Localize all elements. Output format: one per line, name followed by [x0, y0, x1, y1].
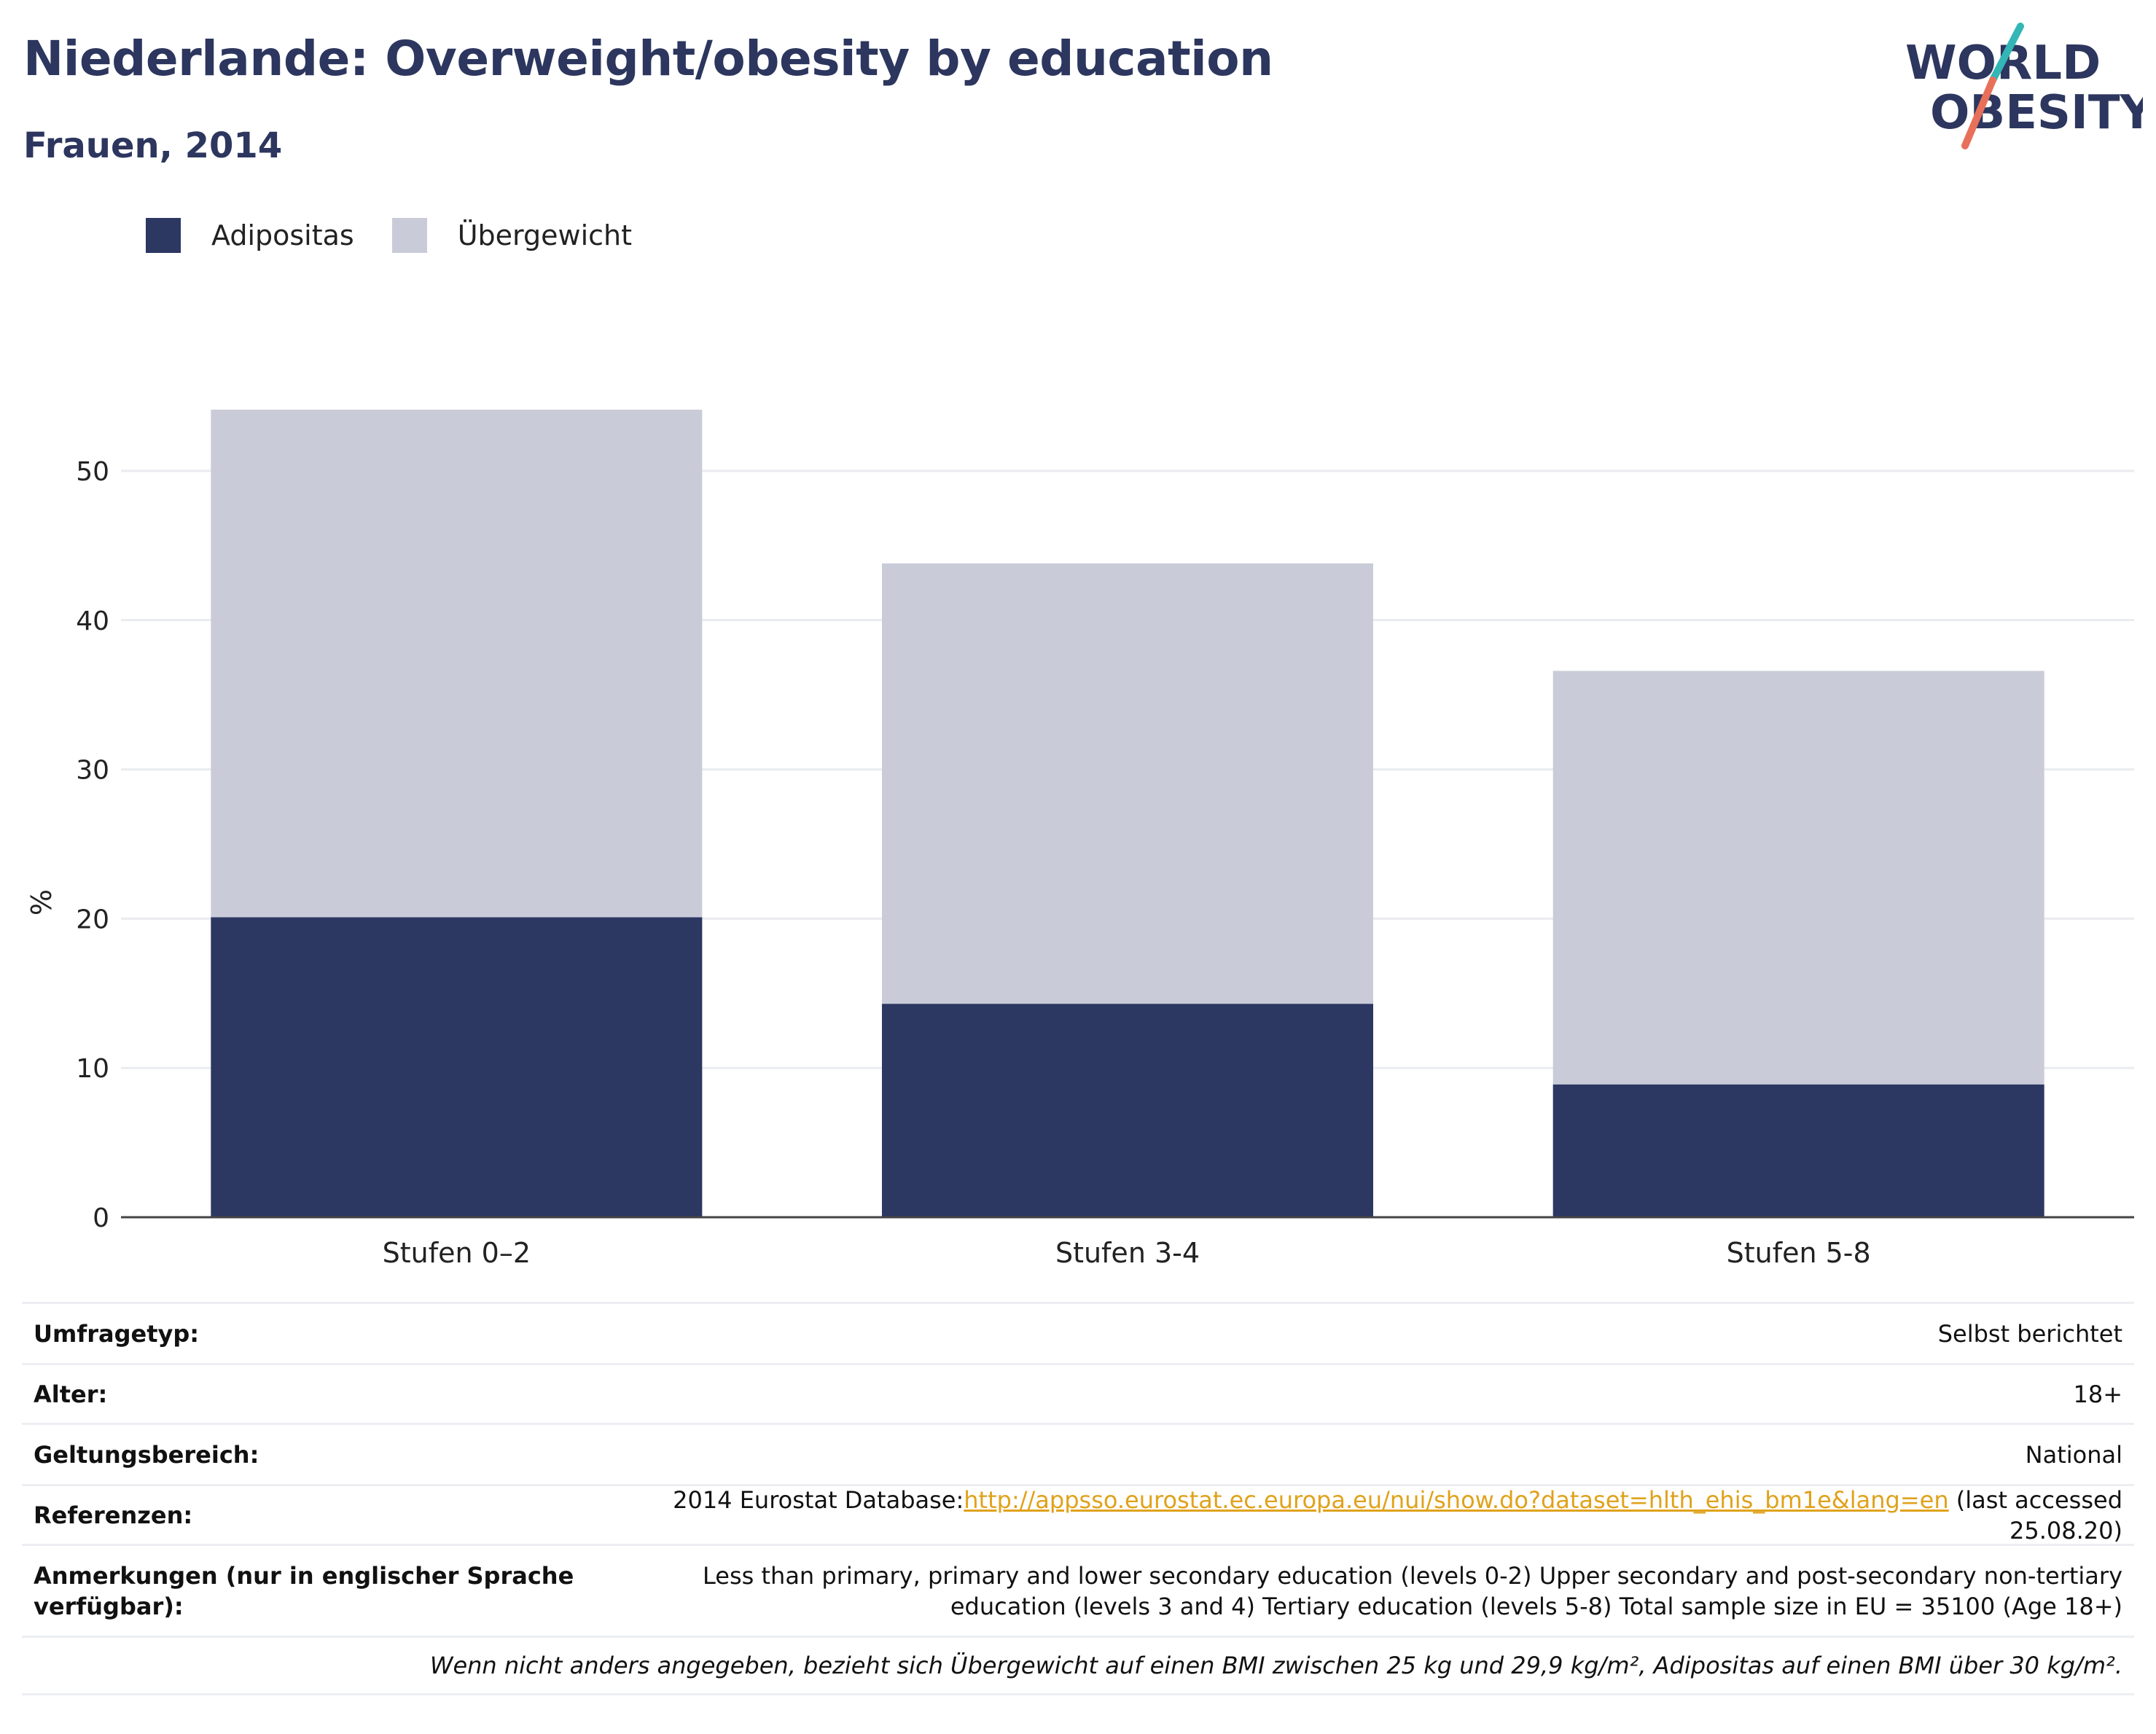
info-row-age: Alter: 18+ — [22, 1363, 2134, 1423]
y-axis-label: % — [26, 889, 58, 915]
bar-adipositas-2 — [1552, 1084, 2044, 1217]
bar-uebergewicht-0 — [211, 410, 703, 918]
references-suffix: (last accessed 25.08.20) — [1948, 1485, 2122, 1544]
y-tick-label-30: 30 — [76, 756, 109, 786]
x-tick-label-2: Stufen 5-8 — [1727, 1237, 1871, 1268]
world-obesity-logo: WORLD OBESITY — [1905, 23, 2143, 149]
info-table: Umfragetyp: Selbst berichtet Alter: 18+ … — [22, 1302, 2134, 1695]
info-value-references: 2014 Eurostat Database:http://appsso.eur… — [557, 1485, 2134, 1546]
logo-slash-teal — [1989, 23, 2024, 84]
info-row-footnote: Wenn nicht anders angegeben, bezieht sic… — [22, 1636, 2134, 1695]
info-value-survey: Selbst berichtet — [1937, 1319, 2122, 1348]
bar-adipositas-1 — [882, 1004, 1373, 1217]
info-label-age: Alter: — [34, 1380, 108, 1408]
page-subtitle: Frauen, 2014 — [23, 125, 283, 166]
y-tick-label-50: 50 — [76, 457, 109, 487]
legend-swatch-adipositas — [146, 218, 181, 253]
info-row-survey: Umfragetyp: Selbst berichtet — [22, 1302, 2134, 1363]
bar-uebergewicht-2 — [1552, 671, 2044, 1085]
legend-label-adipositas: Adipositas — [211, 219, 354, 251]
info-label-references: Referenzen: — [34, 1501, 193, 1529]
y-tick-label-0: 0 — [93, 1203, 109, 1233]
info-value-scope: National — [2025, 1440, 2122, 1469]
y-tick-label-20: 20 — [76, 905, 109, 934]
info-row-scope: Geltungsbereich: National — [22, 1423, 2134, 1484]
info-value-age: 18+ — [2073, 1380, 2122, 1408]
legend-item-uebergewicht[interactable]: Übergewicht — [391, 218, 632, 253]
logo-slash-coral — [1961, 77, 1996, 149]
legend-label-uebergewicht: Übergewicht — [457, 219, 632, 251]
bar-adipositas-0 — [211, 917, 703, 1217]
x-tick-label-1: Stufen 3-4 — [1055, 1237, 1200, 1268]
references-prefix: 2014 Eurostat Database: — [673, 1485, 964, 1514]
legend-item-adipositas[interactable]: Adipositas — [146, 218, 354, 253]
y-tick-label-10: 10 — [76, 1054, 109, 1084]
page-title: Niederlande: Overweight/obesity by educa… — [23, 31, 1273, 87]
info-label-survey: Umfragetyp: — [34, 1319, 200, 1348]
info-footnote: Wenn nicht anders angegeben, bezieht sic… — [429, 1652, 2122, 1679]
y-tick-label-40: 40 — [76, 606, 109, 636]
logo-text-obesity: OBESITY — [1930, 86, 2143, 140]
x-tick-label-0: Stufen 0–2 — [383, 1237, 531, 1268]
info-label-scope: Geltungsbereich: — [34, 1440, 259, 1469]
legend-swatch-uebergewicht — [391, 218, 427, 253]
info-row-references: Referenzen: 2014 Eurostat Database:http:… — [22, 1484, 2134, 1544]
bar-uebergewicht-1 — [882, 563, 1373, 1004]
chart-legend: Adipositas Übergewicht — [146, 216, 670, 255]
info-value-notes: Less than primary, primary and lower sec… — [703, 1561, 2122, 1620]
references-link[interactable]: http://appsso.eurostat.ec.europa.eu/nui/… — [964, 1485, 1949, 1514]
bar-chart: 0 10 20 30 40 50% Stufen 0–2 Stufen 3-4 Stufen 5… — [26, 410, 2134, 1268]
info-label-notes: Anmerkungen (nur in englischer Sprache v… — [34, 1561, 574, 1620]
info-row-notes: Anmerkungen (nur in englischer Sprache v… — [22, 1544, 2134, 1636]
